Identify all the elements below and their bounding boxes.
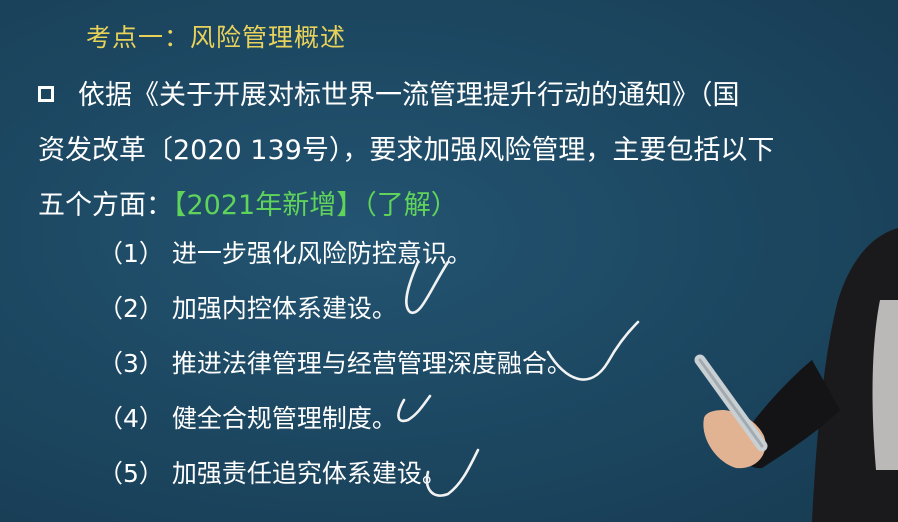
- square-bullet-icon: [38, 86, 54, 102]
- list-item: （2） 加强内控体系建设。: [98, 281, 572, 336]
- intro-line-2: 资发改革〔2020 139号），要求加强风险管理，主要包括以下: [38, 135, 775, 166]
- intro-line-1-text: 依据《关于开展对标世界一流管理提升行动的通知》（国: [78, 80, 740, 111]
- list-item: （5） 加强责任追究体系建设。: [98, 446, 572, 501]
- intro-line-1: 依据《关于开展对标世界一流管理提升行动的通知》（国: [38, 68, 858, 123]
- intro-line-3-prefix: 五个方面：: [38, 190, 173, 221]
- intro-paragraph: 依据《关于开展对标世界一流管理提升行动的通知》（国 资发改革〔2020 139号…: [38, 68, 858, 233]
- intro-line-3: 五个方面：【2021年新增】（了解）: [38, 178, 858, 233]
- item-number: （5）: [98, 459, 164, 488]
- item-number: （4）: [98, 404, 164, 433]
- item-list: （1） 进一步强化风险防控意识。 （2） 加强内控体系建设。 （3） 推进法律管理与经…: [98, 226, 572, 501]
- item-number: （1）: [98, 239, 164, 268]
- item-number: （2）: [98, 294, 164, 323]
- item-text: 加强内控体系建设。: [171, 294, 397, 323]
- item-text: 健全合规管理制度。: [171, 404, 397, 433]
- new-in-2021-tag: 【2021年新增】（了解）: [173, 190, 458, 221]
- list-item: （4） 健全合规管理制度。: [98, 391, 572, 446]
- list-item: （1） 进一步强化风险防控意识。: [98, 226, 572, 281]
- item-text: 推进法律管理与经营管理深度融合。: [171, 349, 572, 378]
- item-text: 加强责任追究体系建设。: [171, 459, 447, 488]
- list-item: （3） 推进法律管理与经营管理深度融合。: [98, 336, 572, 391]
- slide-title: 考点一：风险管理概述: [86, 23, 347, 52]
- item-number: （3）: [98, 349, 164, 378]
